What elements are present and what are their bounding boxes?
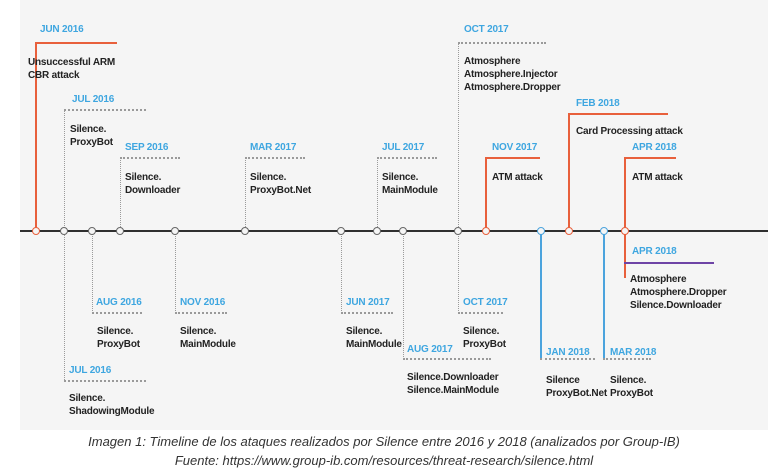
date-jan-2018: JAN 2018 bbox=[546, 347, 590, 358]
dot-jun-2017 bbox=[337, 227, 345, 235]
dot-aug-2016 bbox=[88, 227, 96, 235]
date-sep-2016: SEP 2016 bbox=[125, 142, 169, 153]
connector-feb-2018 bbox=[568, 114, 570, 231]
desc-aug-2016: Silence. ProxyBot bbox=[97, 326, 140, 350]
date-nov-2017: NOV 2017 bbox=[492, 142, 538, 153]
date-aug-2017: AUG 2017 bbox=[407, 344, 453, 355]
connector-jun-2017 bbox=[341, 231, 342, 313]
date-mar-2017: MAR 2017 bbox=[250, 142, 297, 153]
date-jul-2016-shadowing: JUL 2016 bbox=[69, 365, 112, 376]
desc-jul-2016-shadowing: Silence. ShadowingModule bbox=[69, 393, 155, 417]
desc-feb-2018: Card Processing attack bbox=[576, 126, 683, 137]
dot-jul-2017 bbox=[373, 227, 381, 235]
date-apr-2018-top: APR 2018 bbox=[632, 142, 677, 153]
connector-jul-2016-proxybot bbox=[64, 110, 65, 380]
dot-aug-2017 bbox=[399, 227, 407, 235]
connector-mar-2017 bbox=[245, 158, 246, 231]
connector-aug-2016 bbox=[92, 231, 93, 313]
desc-jan-2018: Silence ProxyBot.Net bbox=[546, 375, 607, 399]
dot-oct-2017 bbox=[454, 227, 462, 235]
connector-aug-2017 bbox=[403, 231, 404, 359]
timeline-axis bbox=[20, 230, 768, 232]
dot-jul-2016 bbox=[60, 227, 68, 235]
desc-mar-2018: Silence. ProxyBot bbox=[610, 375, 653, 399]
connector-jan-2018 bbox=[540, 231, 542, 359]
date-oct-2017-bottom: OCT 2017 bbox=[463, 297, 508, 308]
desc-apr-2018-top: ATM attack bbox=[632, 172, 683, 183]
desc-aug-2017: Silence.Downloader Silence.MainModule bbox=[407, 372, 499, 396]
date-aug-2016: AUG 2016 bbox=[96, 297, 142, 308]
date-oct-2017-top: OCT 2017 bbox=[464, 24, 509, 35]
rule-jan-2018 bbox=[540, 358, 595, 360]
desc-oct-2017-bottom: Silence. ProxyBot bbox=[463, 326, 506, 350]
desc-apr-2018-bottom: Atmosphere Atmosphere.Dropper Silence.Do… bbox=[630, 274, 727, 311]
connector-sep-2016 bbox=[120, 158, 121, 231]
dot-mar-2018 bbox=[600, 227, 608, 235]
desc-oct-2017-top: Atmosphere Atmosphere.Injector Atmospher… bbox=[464, 56, 561, 93]
dot-sep-2016 bbox=[116, 227, 124, 235]
desc-sep-2016: Silence. Downloader bbox=[125, 172, 181, 196]
rule-nov-2017 bbox=[485, 157, 540, 159]
date-apr-2018-bottom: APR 2018 bbox=[632, 246, 677, 257]
desc-jul-2017: Silence. MainModule bbox=[382, 172, 438, 196]
dot-mar-2017 bbox=[241, 227, 249, 235]
rule-apr-2018-bottom bbox=[624, 262, 714, 264]
date-jun-2016: JUN 2016 bbox=[40, 24, 84, 35]
date-jul-2017: JUL 2017 bbox=[382, 142, 425, 153]
date-feb-2018: FEB 2018 bbox=[576, 98, 620, 109]
connector-nov-2016 bbox=[175, 231, 176, 313]
connector-apr-2018 bbox=[624, 158, 626, 278]
caption-line-2: Fuente: https://www.group-ib.com/resourc… bbox=[174, 453, 594, 468]
date-jun-2017: JUN 2017 bbox=[346, 297, 390, 308]
desc-jun-2016: Unsuccessful ARM CBR attack bbox=[28, 57, 116, 81]
rule-sep-2016 bbox=[120, 157, 180, 159]
rule-oct-2017-bottom bbox=[458, 312, 503, 314]
date-jul-2016-proxybot: JUL 2016 bbox=[72, 94, 115, 105]
rule-nov-2016 bbox=[175, 312, 227, 314]
rule-mar-2017 bbox=[245, 157, 305, 159]
connector-jun-2016 bbox=[35, 43, 37, 231]
rule-jun-2016 bbox=[35, 42, 117, 44]
date-nov-2016: NOV 2016 bbox=[180, 297, 226, 308]
dot-jun-2016 bbox=[32, 227, 40, 235]
dot-jan-2018 bbox=[537, 227, 545, 235]
connector-jul-2017 bbox=[377, 158, 378, 231]
desc-nov-2017: ATM attack bbox=[492, 172, 543, 183]
connector-nov-2017 bbox=[485, 158, 487, 231]
desc-jul-2016-proxybot: Silence. ProxyBot bbox=[70, 124, 113, 148]
desc-mar-2017: Silence. ProxyBot.Net bbox=[250, 172, 311, 196]
rule-mar-2018 bbox=[603, 358, 651, 360]
dot-apr-2018 bbox=[621, 227, 629, 235]
rule-feb-2018 bbox=[568, 113, 668, 115]
rule-oct-2017-top bbox=[458, 42, 546, 44]
rule-aug-2017 bbox=[403, 358, 491, 360]
rule-jun-2017 bbox=[341, 312, 393, 314]
rule-jul-2016-proxybot bbox=[64, 109, 146, 111]
date-mar-2018: MAR 2018 bbox=[610, 347, 657, 358]
caption-line-1: Imagen 1: Timeline de los ataques realiz… bbox=[88, 434, 680, 449]
rule-apr-2018-top bbox=[624, 157, 676, 159]
rule-jul-2016-shadowing bbox=[64, 380, 146, 382]
dot-feb-2018 bbox=[565, 227, 573, 235]
rule-jul-2017 bbox=[377, 157, 437, 159]
desc-jun-2017: Silence. MainModule bbox=[346, 326, 402, 350]
dot-nov-2017 bbox=[482, 227, 490, 235]
timeline-panel bbox=[20, 0, 768, 430]
dot-nov-2016 bbox=[171, 227, 179, 235]
rule-aug-2016 bbox=[92, 312, 142, 314]
connector-oct-2017 bbox=[458, 43, 459, 313]
desc-nov-2016: Silence. MainModule bbox=[180, 326, 236, 350]
connector-mar-2018 bbox=[603, 231, 605, 359]
